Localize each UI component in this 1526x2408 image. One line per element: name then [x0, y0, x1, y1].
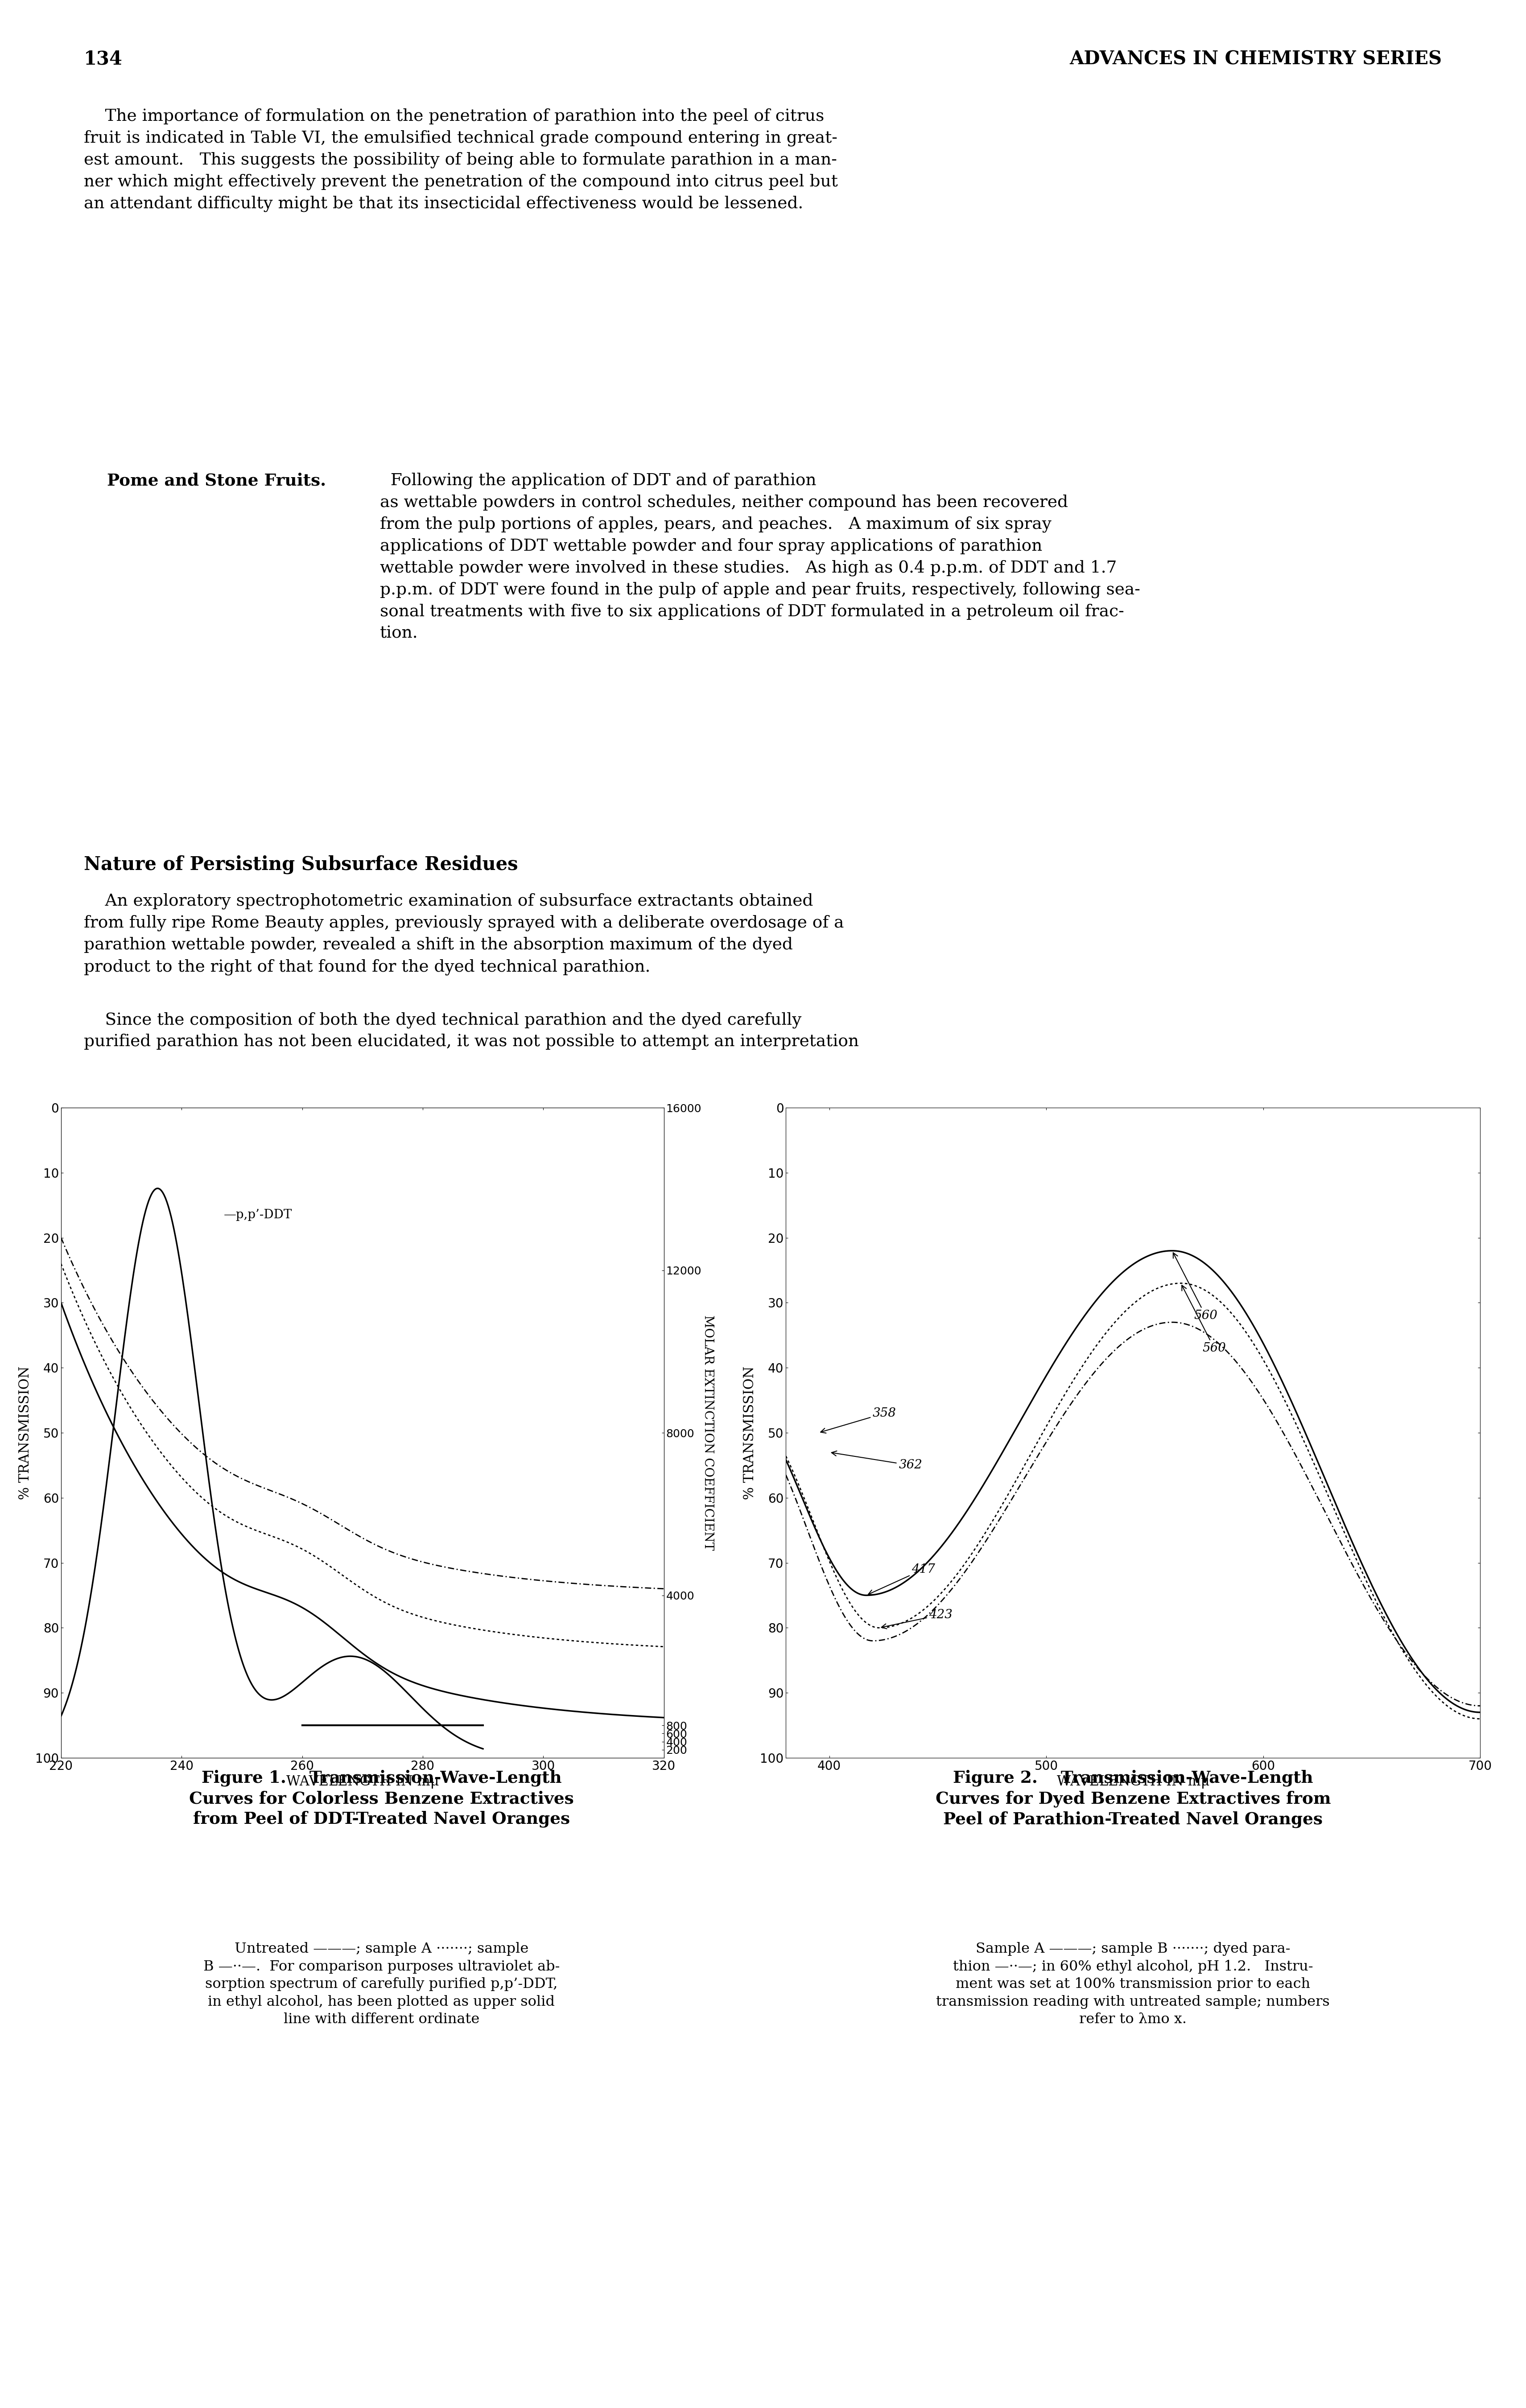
Sample A	[1219, 1274, 1238, 1303]
Text: Untreated ———; sample A ·······; sample
B —··—.  For comparison purposes ultravi: Untreated ———; sample A ·······; sample …	[203, 1943, 560, 2025]
Sample A	[1305, 1438, 1323, 1466]
Sample B	[1172, 1269, 1190, 1298]
Y-axis label: % TRANSMISSION: % TRANSMISSION	[743, 1365, 757, 1500]
Dyed parathion	[1199, 1320, 1218, 1348]
Sample B	[819, 1544, 838, 1572]
Sample A	[1163, 1235, 1181, 1264]
X-axis label: WAVELENGTH IN mμ: WAVELENGTH IN mμ	[285, 1775, 439, 1789]
Text: The importance of formulation on the penetration of parathion into the peel of c: The importance of formulation on the pen…	[84, 108, 838, 212]
Text: Following the application of DDT and of parathion
as wettable powders in control: Following the application of DDT and of …	[380, 472, 1140, 641]
Text: 560: 560	[1173, 1252, 1218, 1322]
Sample B	[1305, 1447, 1323, 1476]
Y-axis label: % TRANSMISSION: % TRANSMISSION	[18, 1365, 32, 1500]
Dyed parathion	[1219, 1339, 1238, 1368]
Dyed parathion	[1375, 1606, 1393, 1635]
Text: 362: 362	[832, 1452, 922, 1471]
Sample B	[1199, 1279, 1218, 1308]
Text: Figure 1.    Transmission-Wave-Length
Curves for Colorless Benzene Extractives
f: Figure 1. Transmission-Wave-Length Curve…	[189, 1770, 574, 1828]
Dyed parathion	[1305, 1474, 1323, 1503]
Text: An exploratory spectrophotometric examination of subsurface extractants obtained: An exploratory spectrophotometric examin…	[84, 893, 844, 975]
Text: Since the composition of both the dyed technical parathion and the dyed carefull: Since the composition of both the dyed t…	[84, 1011, 859, 1050]
Dyed parathion	[1471, 1690, 1489, 1719]
Sample A	[819, 1541, 838, 1570]
Line: Sample B: Sample B	[786, 1283, 1480, 1719]
Dyed parathion	[1163, 1308, 1181, 1336]
Text: 560: 560	[1181, 1286, 1225, 1353]
Text: Figure 2.    Transmission-Wave-Length
Curves for Dyed Benzene Extractives from
P: Figure 2. Transmission-Wave-Length Curve…	[935, 1770, 1331, 1828]
Sample A	[777, 1445, 795, 1474]
Sample A	[1375, 1597, 1393, 1625]
Dyed parathion	[777, 1462, 795, 1491]
Text: Pome and Stone Fruits.: Pome and Stone Fruits.	[84, 472, 327, 489]
Sample B	[1471, 1705, 1489, 1734]
Sample A	[1471, 1698, 1489, 1727]
Sample A	[1181, 1240, 1199, 1269]
Text: 417: 417	[868, 1563, 935, 1594]
Text: ADVANCES IN CHEMISTRY SERIES: ADVANCES IN CHEMISTRY SERIES	[1070, 51, 1442, 67]
Sample B	[777, 1442, 795, 1471]
Line: Sample A: Sample A	[786, 1250, 1480, 1712]
X-axis label: WAVELENGTH IN mμ: WAVELENGTH IN mμ	[1056, 1775, 1210, 1789]
Text: 134: 134	[84, 51, 122, 67]
Sample A	[1199, 1252, 1218, 1281]
Sample B	[1375, 1604, 1393, 1633]
Text: Nature of Persisting Subsurface Residues: Nature of Persisting Subsurface Residues	[84, 855, 519, 874]
Line: Dyed parathion: Dyed parathion	[786, 1322, 1480, 1705]
Sample B	[1181, 1269, 1199, 1298]
Text: Sample A ———; sample B ·······; dyed para-
thion —··—; in 60% ethyl alcohol, pH : Sample A ———; sample B ·······; dyed par…	[937, 1943, 1329, 2025]
Text: 358: 358	[821, 1406, 896, 1433]
Dyed parathion	[1181, 1310, 1199, 1339]
Y-axis label: MOLAR EXTINCTION COEFFICIENT: MOLAR EXTINCTION COEFFICIENT	[702, 1315, 714, 1551]
Sample B	[1219, 1296, 1238, 1324]
Dyed parathion	[819, 1570, 838, 1599]
Text: 423: 423	[882, 1609, 952, 1628]
Text: —p,p’-DDT: —p,p’-DDT	[224, 1209, 291, 1221]
